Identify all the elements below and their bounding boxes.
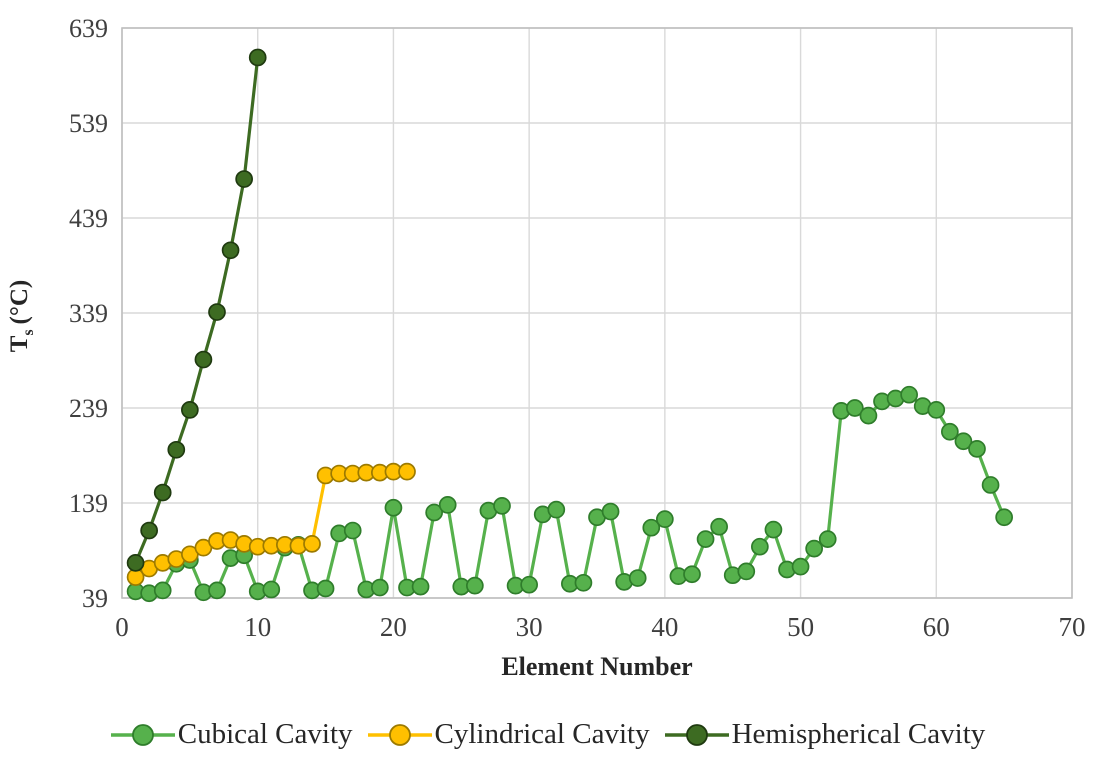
x-tick-label: 70 — [1059, 612, 1086, 642]
data-point-hemispherical-cavity — [181, 401, 199, 419]
legend-label: Cylindrical Cavity — [434, 718, 650, 750]
data-point-cylindrical-cavity — [303, 534, 321, 553]
series-line-hemispherical-cavity — [134, 57, 260, 564]
data-point-cubical-cavity — [262, 580, 281, 599]
data-point-cubical-cavity — [411, 577, 430, 596]
data-point-cubical-cavity — [547, 500, 566, 519]
data-point-cubical-cavity — [900, 385, 918, 404]
data-point-cubical-cavity — [153, 581, 172, 600]
data-point-cubical-cavity — [343, 521, 362, 540]
data-point-cubical-cavity — [751, 537, 769, 556]
data-point-cubical-cavity — [927, 401, 946, 419]
data-point-cubical-cavity — [642, 518, 661, 537]
x-tick-label: 50 — [787, 612, 814, 642]
x-tick-label: 0 — [115, 612, 129, 642]
legend-item-cubical-cavity: Cubical Cavity — [110, 718, 353, 751]
data-point-cubical-cavity — [846, 399, 864, 417]
data-point-cubical-cavity — [696, 530, 715, 548]
data-point-cubical-cavity — [208, 581, 226, 600]
y-axis-title-sub: s — [20, 329, 37, 336]
y-tick-label: 639 — [69, 14, 108, 43]
data-point-cubical-cavity — [466, 576, 484, 595]
data-point-cubical-cavity — [425, 503, 443, 522]
data-point-cubical-cavity — [656, 510, 674, 529]
data-point-cubical-cavity — [995, 508, 1013, 527]
legend-dot — [388, 723, 411, 746]
data-point-hemispherical-cavity — [153, 483, 172, 502]
data-point-hemispherical-cavity — [194, 350, 213, 369]
data-point-cylindrical-cavity — [398, 462, 416, 481]
data-point-cubical-cavity — [764, 520, 783, 539]
y-tick-label: 239 — [69, 394, 108, 423]
data-point-cubical-cavity — [968, 440, 986, 458]
plot-border — [121, 27, 1073, 599]
data-point-hemispherical-cavity — [167, 440, 186, 459]
y-axis-title-unit: (°C) — [6, 279, 33, 325]
data-point-cubical-cavity — [316, 579, 335, 598]
data-point-cubical-cavity — [710, 517, 728, 536]
legend-dot — [131, 723, 154, 746]
legend-label: Hemispherical Cavity — [731, 718, 986, 750]
data-point-cubical-cavity — [628, 569, 647, 587]
y-tick-label: 39 — [82, 584, 108, 613]
data-point-cubical-cavity — [371, 578, 389, 597]
y-tick-label: 339 — [69, 299, 108, 328]
y-tick-label: 439 — [69, 204, 108, 233]
data-point-cubical-cavity — [791, 557, 810, 576]
legend-marker-icon — [110, 723, 175, 746]
data-point-cubical-cavity — [818, 530, 837, 548]
data-point-cubical-cavity — [859, 406, 878, 425]
legend-label: Cubical Cavity — [177, 718, 353, 750]
data-point-hemispherical-cavity — [126, 553, 145, 572]
x-tick-label: 60 — [923, 612, 950, 642]
x-tick-label: 20 — [380, 612, 407, 642]
legend-item-hemispherical-cavity: Hemispherical Cavity — [664, 718, 986, 751]
data-point-cubical-cavity — [520, 575, 538, 594]
data-point-cubical-cavity — [438, 496, 457, 514]
data-point-hemispherical-cavity — [208, 303, 226, 321]
x-tick-label: 30 — [516, 612, 543, 642]
data-point-hemispherical-cavity — [221, 241, 240, 260]
x-tick-label: 40 — [651, 612, 678, 642]
data-point-cubical-cavity — [601, 502, 620, 521]
legend-dot — [685, 723, 708, 746]
data-point-cubical-cavity — [954, 432, 973, 451]
y-tick-label: 539 — [69, 109, 108, 138]
series-line-cubical-cavity — [135, 393, 1006, 595]
data-point-cubical-cavity — [941, 422, 959, 441]
data-point-cubical-cavity — [805, 539, 823, 558]
y-tick-label: 139 — [69, 489, 108, 518]
y-axis-title: Ts (°C) — [6, 176, 38, 456]
legend-item-cylindrical-cavity: Cylindrical Cavity — [367, 718, 650, 751]
y-axis-title-main: T — [6, 335, 33, 353]
data-point-cubical-cavity — [493, 497, 511, 515]
x-tick-label: 10 — [244, 612, 271, 642]
data-point-hemispherical-cavity — [140, 521, 158, 540]
x-axis-title: Element Number — [501, 652, 693, 681]
data-point-cubical-cavity — [683, 565, 701, 584]
data-point-cubical-cavity — [384, 498, 403, 517]
legend-marker-icon — [367, 723, 432, 746]
data-point-hemispherical-cavity — [235, 170, 253, 188]
data-point-cubical-cavity — [981, 476, 1000, 494]
data-point-hemispherical-cavity — [248, 48, 267, 67]
legend-marker-icon — [664, 723, 729, 746]
legend: Cubical Cavity Cylindrical Cavity Hemisphe… — [0, 718, 1095, 751]
data-point-cubical-cavity — [737, 562, 756, 581]
data-point-cubical-cavity — [574, 573, 593, 592]
